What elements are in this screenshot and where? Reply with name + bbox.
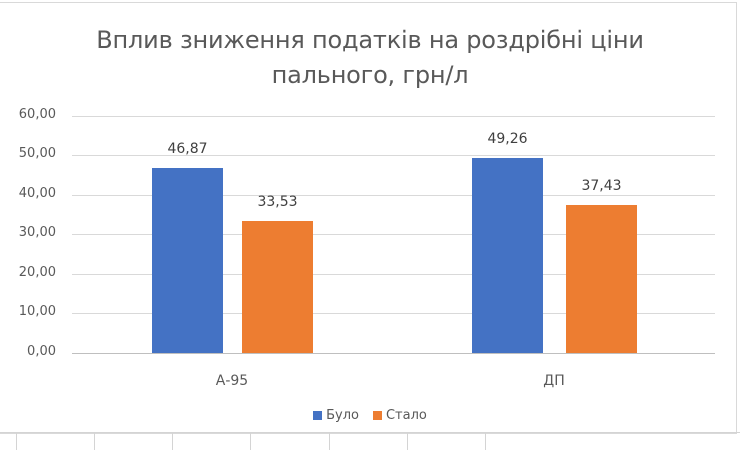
legend-item-stalo[interactable]: Стало [372, 408, 427, 423]
bar-a95-bulo[interactable] [152, 167, 223, 353]
legend-label-stalo: Стало [385, 408, 427, 423]
chart-frame[interactable]: Вплив зниження податків на роздрібні цін… [0, 2, 737, 434]
chart-title: Вплив зниження податків на роздрібні цін… [0, 23, 740, 93]
data-label-dp-bulo: 49,26 [487, 131, 528, 148]
y-tick-30: 30,00 [18, 225, 56, 240]
gridline-10 [72, 313, 715, 314]
y-tick-10: 10,00 [18, 304, 56, 319]
grid-column-divider [407, 433, 408, 450]
data-label-a95-stalo: 33,53 [257, 193, 298, 210]
y-tick-20: 20,00 [18, 265, 56, 280]
grid-column-divider [16, 433, 17, 450]
gridline-20 [72, 274, 715, 275]
gridline-50 [72, 155, 715, 156]
gridline-40 [72, 195, 715, 196]
x-axis-line [72, 353, 715, 354]
legend-swatch-blue-icon [313, 411, 323, 420]
bar-dp-stalo[interactable] [566, 205, 637, 353]
x-label-a95: А-95 [215, 373, 249, 389]
legend-swatch-orange-icon [372, 411, 382, 420]
y-tick-0: 0,00 [27, 344, 56, 359]
y-tick-60: 60,00 [18, 107, 56, 122]
bar-dp-bulo[interactable] [472, 158, 543, 353]
legend: Було Стало [0, 408, 740, 423]
y-tick-40: 40,00 [18, 186, 56, 201]
gridline-60 [72, 116, 715, 117]
legend-item-bulo[interactable]: Було [313, 408, 359, 423]
chart-title-line-1: Вплив зниження податків на роздрібні цін… [96, 26, 644, 54]
data-label-dp-stalo: 37,43 [581, 178, 622, 195]
grid-column-divider [94, 433, 95, 450]
spreadsheet-grid [0, 432, 740, 450]
grid-column-divider [172, 433, 173, 450]
gridline-30 [72, 234, 715, 235]
chart-title-line-2: пального, грн/л [271, 61, 469, 89]
data-label-a95-bulo: 46,87 [167, 140, 208, 157]
bar-a95-stalo[interactable] [242, 220, 313, 353]
y-tick-50: 50,00 [18, 146, 56, 161]
grid-column-divider [329, 433, 330, 450]
grid-column-divider [250, 433, 251, 450]
x-label-dp: ДП [543, 373, 565, 389]
legend-label-bulo: Було [326, 408, 359, 423]
grid-column-divider [485, 433, 486, 450]
